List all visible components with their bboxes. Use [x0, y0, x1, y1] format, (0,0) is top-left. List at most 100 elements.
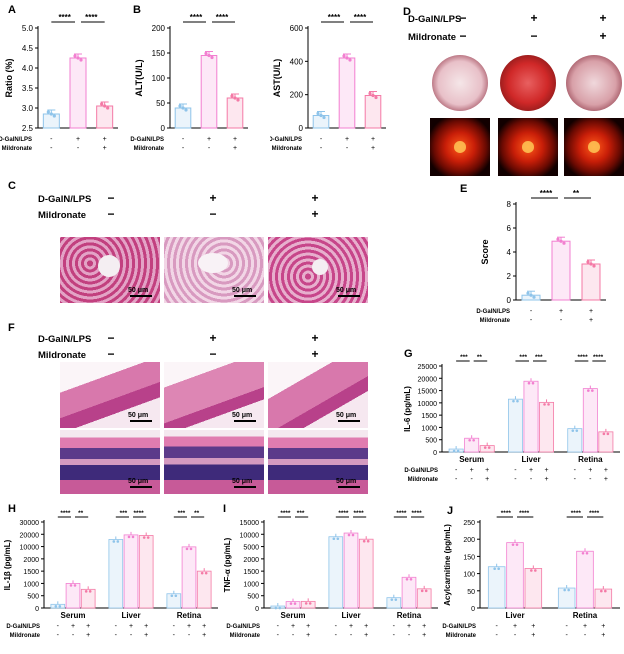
data-point [371, 93, 375, 98]
treatment-mark: - [530, 308, 533, 315]
bar [386, 597, 402, 609]
y-tick-label: 100 [152, 74, 166, 83]
treatment-mark: + [529, 467, 533, 474]
data-point [342, 54, 346, 58]
data-point [304, 602, 308, 605]
data-point [571, 429, 575, 432]
group-label: Serum [459, 455, 484, 464]
scale-label: 50 μm [128, 412, 149, 419]
bar [50, 603, 66, 609]
significance-label: **** [354, 13, 367, 22]
data-point [511, 543, 515, 546]
y-tick-label: 10000 [418, 401, 438, 408]
treatment-mark: + [291, 623, 295, 630]
bar [69, 57, 87, 129]
fundus-image-treated [564, 118, 624, 176]
y-axis-label: IL-6 (pg/mL) [403, 386, 412, 432]
bar [464, 437, 480, 453]
scale-label: 50 μm [336, 412, 357, 419]
data-point [390, 598, 394, 601]
y-tick-label: 30000 [20, 520, 40, 527]
treatment-mark: - [77, 145, 80, 152]
mark: + [209, 331, 217, 345]
bar [401, 576, 417, 609]
y-tick-label: 400 [290, 57, 304, 66]
significance-label: ** [477, 354, 483, 361]
treatment-mark: - [560, 317, 563, 324]
significance-label: ** [78, 510, 84, 517]
group-label: Liver [341, 611, 360, 620]
panel-label-f: F [8, 322, 15, 334]
mildronate-label: Mildronate [2, 146, 33, 152]
mark: + [311, 331, 319, 345]
data-point [602, 432, 606, 436]
retina-bottom-control: 50 μm [60, 430, 160, 494]
chart-b-alt: 0 50 100 150 200 ALT(U/L) **** **** D-GalN/LPS Mi… [130, 13, 248, 152]
significance-label: **** [354, 510, 365, 517]
data-point [210, 55, 214, 60]
bar [358, 538, 374, 609]
mildronate-label: Mildronate [446, 633, 477, 639]
treatment-mark: + [233, 136, 237, 143]
y-axis-label: ALT(U/L) [134, 59, 144, 96]
treatment-table-f: D-GalN/LPS Mildronate − + + − − + [38, 331, 338, 368]
treatment-mark: - [455, 467, 458, 474]
data-point [586, 260, 590, 264]
panel-label-b: B [133, 4, 141, 16]
treatment-mark: - [393, 632, 396, 639]
liver-he-control: 50 μm [60, 237, 160, 303]
y-tick-label: 20000 [20, 532, 40, 539]
data-point [366, 539, 370, 543]
dgaln-label: D-GalN/LPS [6, 624, 40, 630]
treatment-mark: + [144, 623, 148, 630]
fundus-image-control [430, 118, 490, 176]
treatment-mark: - [188, 632, 191, 639]
group-label: Retina [578, 455, 603, 464]
treatment-mark: - [115, 623, 118, 630]
chart-h: 0 500 1000 1500 2000 10000 20000 30000 IL-1β (pg… [3, 510, 218, 639]
retina-top-control: 50 μm [60, 362, 160, 428]
data-point [563, 588, 566, 592]
y-tick-label: 1000 [23, 581, 39, 588]
mark: + [311, 207, 319, 221]
data-point [278, 606, 282, 610]
y-tick-label: 4 [507, 248, 512, 257]
mark: − [209, 347, 217, 361]
panel-label-i: I [223, 503, 227, 515]
mark: − [459, 11, 467, 25]
chart-b-ast: 0 200 400 600 AST(U/L) **** **** D-GalN/LPS Mild… [270, 13, 386, 152]
data-point [543, 403, 546, 406]
y-tick-label: 4.5 [22, 44, 34, 53]
treatment-mark: + [589, 308, 593, 315]
bar [196, 570, 212, 609]
y-tick-label: 500 [27, 594, 39, 601]
y-tick-label: 8 [507, 200, 512, 209]
y-tick-label: 4.0 [22, 64, 34, 73]
y-tick-label: 5000 [243, 545, 259, 552]
y-tick-label: 100 [463, 572, 475, 579]
mildronate-label: Mildronate [134, 146, 165, 152]
bar [108, 539, 124, 609]
mark: − [107, 331, 115, 345]
treatment-mark: + [422, 623, 426, 630]
treatment-mark: + [559, 308, 563, 315]
mildronate-label: Mildronate [408, 32, 457, 43]
data-point [362, 539, 366, 543]
group-label: Serum [61, 611, 86, 620]
data-point [112, 540, 116, 543]
treatment-mark: + [144, 632, 148, 639]
data-point [322, 115, 326, 120]
treatment-mark: + [589, 317, 593, 324]
data-point [589, 262, 593, 266]
treatment-mark: - [335, 632, 338, 639]
treatment-mark: - [350, 632, 353, 639]
data-point [88, 590, 92, 593]
mark: − [107, 191, 115, 205]
bar [524, 568, 543, 609]
data-point [587, 389, 590, 392]
data-point [293, 602, 297, 605]
treatment-mark: - [514, 476, 517, 483]
treatment-mark: - [320, 136, 323, 143]
y-tick-label: 150 [463, 554, 475, 561]
treatment-mark: - [57, 632, 60, 639]
